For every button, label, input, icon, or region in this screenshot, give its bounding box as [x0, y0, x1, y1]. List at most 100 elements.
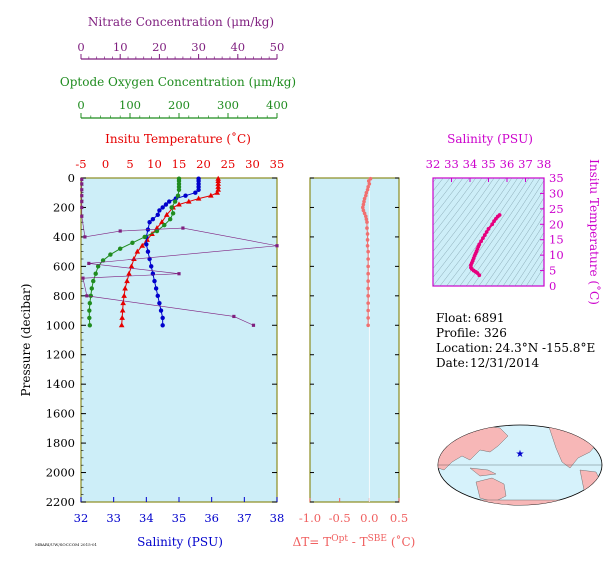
- ts-contour: [433, 178, 483, 243]
- ts-contour: [490, 206, 544, 286]
- delta-t-tick-label: -0.5: [329, 511, 351, 525]
- nitrate-point: [85, 294, 89, 298]
- oxygen-point: [95, 264, 101, 269]
- delta-t-point: [363, 193, 368, 198]
- temperature-point: [215, 180, 221, 186]
- delta-t-point: [361, 208, 366, 213]
- ts-ytick-label: 15: [549, 233, 564, 247]
- pressure-axis-label: Pressure (decibar): [19, 284, 33, 397]
- salinity-point: [160, 315, 165, 321]
- oxygen-point: [169, 205, 174, 210]
- ts-contour: [439, 178, 518, 286]
- oxygen-point: [87, 323, 93, 328]
- salinity-point: [167, 199, 172, 204]
- nitrate-point: [177, 272, 181, 276]
- salinity-point: [149, 264, 154, 269]
- temperature-point: [131, 256, 137, 261]
- nitrate-tick-label: 0: [77, 40, 84, 54]
- ts-point: [484, 230, 489, 234]
- salinity-point: [145, 249, 151, 254]
- delta-t-point: [367, 182, 372, 186]
- temperature-point: [122, 285, 128, 291]
- svg-text:Profile:326: Profile: 326: [436, 326, 507, 340]
- nitrate-tick-label: 20: [152, 40, 167, 54]
- delta-t-point: [361, 202, 366, 207]
- delta-t-point: [365, 226, 369, 230]
- nitrate-point: [181, 226, 185, 230]
- delta-t-point: [366, 179, 371, 183]
- ts-contour: [433, 178, 501, 269]
- temperature-point: [215, 183, 221, 189]
- svg-text:Float:6891: Float: 6891: [436, 311, 505, 325]
- temperature-tick-label: 0: [102, 157, 109, 171]
- nitrate-point: [80, 199, 84, 204]
- delta-t-point: [365, 232, 370, 236]
- oxygen-point: [89, 286, 94, 291]
- salinity-point: [160, 323, 165, 328]
- ts-contour: [433, 178, 464, 218]
- oxygen-point: [162, 222, 167, 228]
- world-map: ★: [437, 424, 603, 506]
- ts-xtick-label: 38: [537, 157, 552, 171]
- ts-contour: [452, 178, 530, 286]
- ts-contour: [433, 178, 513, 286]
- salinity-tick-label: 37: [237, 511, 252, 525]
- delta-t-point: [365, 243, 370, 248]
- temperature-point: [121, 292, 127, 298]
- oxygen-point: [142, 234, 147, 240]
- ts-contour: [433, 178, 495, 261]
- delta-t-series: [361, 176, 373, 328]
- salinity-tick-label: 32: [74, 511, 89, 525]
- ts-contour: [508, 232, 544, 286]
- profile-value: 326: [484, 326, 507, 340]
- oxygen-tick-label: 100: [119, 98, 141, 112]
- nitrate-point: [83, 235, 87, 239]
- salinity-point: [157, 208, 162, 213]
- ts-contour: [514, 240, 544, 286]
- oxygen-point: [154, 228, 160, 234]
- ts-ytick-label: 0: [549, 279, 556, 293]
- ts-contour: [472, 180, 544, 286]
- nitrate-point: [87, 261, 91, 266]
- nitrate-tick-label: 50: [270, 40, 285, 54]
- oxygen-point: [176, 187, 182, 192]
- delta-t-point: [366, 316, 370, 320]
- salinity-point: [158, 308, 164, 313]
- ts-contour: [433, 16, 544, 173]
- nitrate-tick-label: 30: [191, 40, 206, 54]
- oxygen-point: [108, 252, 113, 257]
- temperature-point: [119, 307, 126, 313]
- ts-xtick-label: 32: [426, 157, 441, 171]
- temperature-point: [139, 242, 146, 248]
- float-label: Float:: [436, 311, 471, 325]
- delta-t-axis-label: ΔT= TOpt - TSBE (˚C): [293, 534, 416, 549]
- nitrate-point: [232, 314, 236, 319]
- nitrate-point: [80, 205, 84, 210]
- temperature-tick-label: 25: [221, 157, 236, 171]
- salinity-tick-label: 38: [270, 511, 285, 525]
- pressure-tick-label: 600: [53, 259, 75, 273]
- delta-t-point: [361, 205, 365, 210]
- ts-ytick-label: 35: [549, 171, 564, 185]
- ts-ylabel: Insitu Temperature (˚C): [587, 159, 602, 305]
- delta-t-point: [366, 271, 370, 276]
- temperature-point: [144, 236, 150, 242]
- temperature-tick-label: 20: [196, 157, 211, 171]
- nitrate-axis: 0 10 20 30 40 50: [77, 40, 285, 60]
- oxygen-point: [88, 293, 94, 299]
- temperature-point: [215, 177, 221, 183]
- ts-series: [469, 213, 502, 278]
- oxygen-point: [118, 246, 123, 251]
- svg-text:Date:12/31/2014: Date:12/31/2014: [436, 356, 540, 370]
- pressure-tick-label: 1800: [46, 436, 75, 450]
- delta-t-tick-label: 0.5: [390, 511, 408, 525]
- ts-point: [479, 239, 483, 244]
- delta-t-point: [366, 257, 370, 261]
- temperature-point: [134, 248, 141, 254]
- date-label: Date:: [436, 356, 469, 370]
- delta-t-point: [366, 249, 370, 254]
- ts-point: [490, 222, 495, 227]
- ts-point: [477, 273, 482, 278]
- ts-xtick-label: 36: [500, 157, 515, 171]
